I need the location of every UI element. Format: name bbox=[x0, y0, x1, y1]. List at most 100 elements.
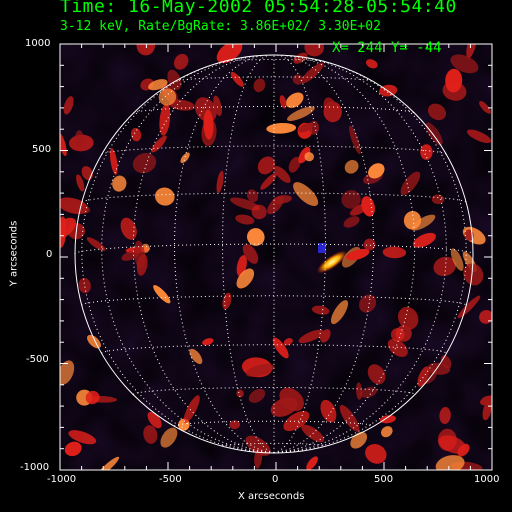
emission-blob bbox=[60, 360, 75, 385]
emission-blob bbox=[285, 92, 304, 108]
emission-blob bbox=[400, 171, 421, 196]
emission-blob bbox=[431, 194, 445, 205]
emission-blob bbox=[63, 96, 74, 115]
emission-blob bbox=[78, 277, 91, 294]
emission-blob bbox=[154, 187, 175, 206]
grid-line bbox=[221, 54, 275, 454]
energy-rate-subtitle: 3-12 keV, Rate/BgRate: 3.86E+02/ 3.30E+0… bbox=[60, 19, 381, 34]
emission-blob bbox=[130, 127, 142, 142]
x-tick-label: 500 bbox=[374, 474, 394, 485]
emission-blob bbox=[216, 44, 243, 64]
emission-blob bbox=[387, 338, 408, 357]
y-tick-label: 500 bbox=[32, 144, 52, 155]
emission-blob bbox=[242, 243, 259, 264]
emission-blob bbox=[479, 101, 491, 114]
emission-blob bbox=[245, 363, 275, 377]
grid-line bbox=[133, 105, 415, 114]
emission-blob bbox=[330, 300, 349, 325]
emission-blob bbox=[246, 189, 259, 203]
emission-blob bbox=[425, 122, 443, 146]
emission-blob bbox=[235, 214, 255, 225]
emission-blob bbox=[479, 309, 492, 324]
emission-blob bbox=[355, 382, 363, 400]
emission-blob bbox=[368, 163, 385, 179]
emission-blob bbox=[365, 444, 387, 464]
emission-blob bbox=[230, 71, 244, 87]
emission-blob bbox=[306, 456, 318, 470]
y-axis-label: Y arcseconds bbox=[8, 220, 20, 287]
emission-blob bbox=[272, 195, 292, 204]
emission-blob bbox=[253, 78, 266, 93]
emission-blob bbox=[109, 148, 118, 175]
emission-blob bbox=[427, 103, 447, 121]
emission-blob bbox=[344, 159, 359, 174]
emission-blob bbox=[245, 435, 271, 456]
emission-blob bbox=[419, 368, 437, 384]
x-tick-label: 0 bbox=[272, 474, 279, 485]
emission-blob bbox=[279, 95, 287, 109]
grid-line bbox=[132, 55, 275, 454]
emission-blob bbox=[283, 410, 310, 432]
axis-ticks bbox=[59, 43, 493, 471]
emission-blob bbox=[274, 166, 291, 183]
grid-line bbox=[101, 145, 447, 155]
grid-line bbox=[173, 54, 275, 454]
emission-blob bbox=[260, 172, 277, 190]
emission-blob bbox=[248, 388, 266, 403]
emission-blob bbox=[457, 295, 481, 319]
emission-blob bbox=[272, 337, 289, 359]
emission-blob bbox=[153, 285, 171, 304]
emission-blob bbox=[112, 175, 127, 192]
emission-blob bbox=[293, 182, 319, 207]
emission-blob bbox=[173, 53, 189, 70]
emission-blob bbox=[230, 197, 260, 211]
grid-line bbox=[81, 192, 467, 203]
emission-blob bbox=[266, 122, 297, 134]
emission-blob bbox=[463, 263, 484, 286]
emission-blob bbox=[222, 292, 232, 310]
emission-blob bbox=[189, 348, 203, 365]
emission-blob bbox=[412, 232, 436, 248]
emission-blob bbox=[132, 153, 157, 174]
emission-blob bbox=[466, 44, 477, 59]
emission-blob bbox=[180, 152, 190, 164]
cursor-coordinate-readout: X= 244 Y= -44 bbox=[332, 40, 442, 56]
emission-blob bbox=[134, 240, 146, 269]
y-tick-label: -1000 bbox=[20, 462, 50, 473]
emission-blob bbox=[466, 129, 492, 144]
emission-blob bbox=[445, 68, 463, 93]
hxr-image bbox=[60, 44, 492, 470]
emission-blob bbox=[229, 420, 241, 430]
emission-blob bbox=[143, 425, 158, 444]
emission-blob bbox=[60, 217, 77, 241]
emission-blob bbox=[382, 246, 407, 259]
emission-blob bbox=[341, 190, 361, 209]
x-tick-label: 1000 bbox=[474, 474, 500, 485]
emission-blob bbox=[160, 427, 178, 448]
emission-blob bbox=[136, 44, 156, 56]
emission-blob bbox=[398, 306, 419, 330]
emission-blob bbox=[64, 441, 82, 457]
emission-blob bbox=[359, 294, 377, 313]
emission-blob bbox=[288, 156, 301, 173]
emission-blob bbox=[283, 338, 293, 346]
emission-blob bbox=[298, 329, 324, 344]
grid-line bbox=[74, 243, 474, 255]
emission-blob bbox=[236, 389, 244, 398]
grid-line bbox=[273, 54, 375, 454]
emission-blob bbox=[320, 399, 337, 423]
emission-blob bbox=[147, 411, 162, 429]
emission-blob bbox=[379, 415, 396, 424]
x-axis-label: X arcseconds bbox=[238, 491, 305, 502]
emission-blob bbox=[437, 428, 457, 451]
x-tick-label: -500 bbox=[159, 474, 182, 485]
emission-blob bbox=[202, 338, 214, 346]
emission-blob bbox=[304, 44, 324, 57]
grid-line bbox=[273, 55, 416, 454]
emission-blob bbox=[450, 54, 479, 74]
emission-blob bbox=[96, 456, 120, 470]
emission-blob bbox=[365, 59, 378, 69]
emission-blob bbox=[86, 237, 106, 251]
